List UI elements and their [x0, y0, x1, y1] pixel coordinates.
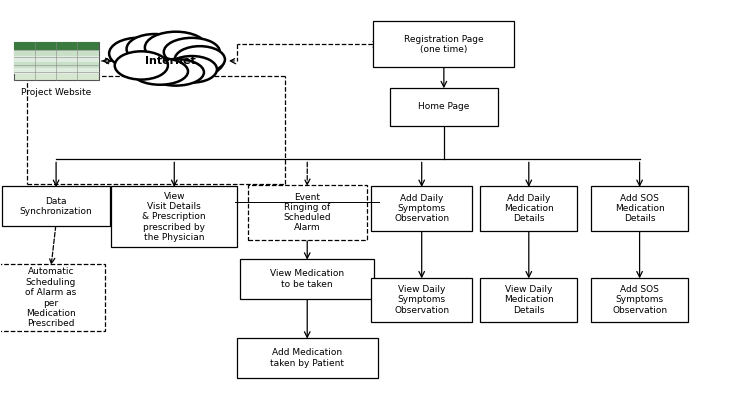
Text: Add Daily
Symptoms
Observation: Add Daily Symptoms Observation: [394, 193, 449, 224]
Text: Add SOS
Medication
Details: Add SOS Medication Details: [615, 193, 665, 224]
Bar: [13, 42, 98, 80]
Ellipse shape: [145, 32, 207, 63]
FancyBboxPatch shape: [2, 186, 110, 226]
Ellipse shape: [166, 56, 217, 83]
Ellipse shape: [175, 46, 225, 73]
Ellipse shape: [146, 38, 199, 63]
Text: Alarm: Alarm: [294, 223, 320, 232]
Bar: [13, 62, 98, 68]
FancyBboxPatch shape: [480, 186, 577, 231]
Ellipse shape: [115, 51, 168, 80]
FancyBboxPatch shape: [480, 278, 577, 322]
Ellipse shape: [118, 40, 223, 82]
FancyBboxPatch shape: [591, 186, 688, 231]
Bar: [13, 50, 98, 56]
Bar: [13, 68, 98, 74]
FancyBboxPatch shape: [371, 186, 472, 231]
Text: Home Page: Home Page: [418, 102, 470, 111]
Ellipse shape: [132, 58, 188, 85]
FancyBboxPatch shape: [248, 186, 367, 240]
Text: Internet: Internet: [145, 56, 196, 66]
Text: Automatic
Scheduling
of Alarm as
per
Medication
Prescribed: Automatic Scheduling of Alarm as per Med…: [25, 267, 76, 328]
Text: View
Visit Details
& Prescription
prescribed by
the Physician: View Visit Details & Prescription prescr…: [143, 191, 206, 242]
Ellipse shape: [148, 59, 204, 85]
Text: Add Medication
taken by Patient: Add Medication taken by Patient: [270, 349, 344, 368]
Text: View Daily
Medication
Details: View Daily Medication Details: [504, 285, 554, 315]
Text: Add SOS
Symptoms
Observation: Add SOS Symptoms Observation: [612, 285, 667, 315]
Bar: [13, 56, 98, 62]
Ellipse shape: [136, 48, 184, 71]
FancyBboxPatch shape: [373, 21, 514, 68]
FancyBboxPatch shape: [591, 278, 688, 322]
FancyBboxPatch shape: [390, 88, 498, 126]
Text: View Medication
to be taken: View Medication to be taken: [270, 269, 344, 289]
Ellipse shape: [142, 57, 190, 80]
FancyBboxPatch shape: [240, 259, 374, 299]
Text: Ringing of: Ringing of: [284, 203, 330, 212]
Text: Data
Synchronization: Data Synchronization: [20, 197, 92, 216]
Text: Registration Page
(one time): Registration Page (one time): [404, 35, 484, 54]
Text: Project Website: Project Website: [21, 88, 91, 97]
Ellipse shape: [161, 49, 204, 70]
Ellipse shape: [155, 43, 203, 66]
Ellipse shape: [109, 38, 168, 69]
Ellipse shape: [139, 39, 198, 66]
Ellipse shape: [151, 57, 199, 80]
FancyBboxPatch shape: [237, 338, 377, 378]
Ellipse shape: [127, 34, 183, 64]
Text: View Daily
Symptoms
Observation: View Daily Symptoms Observation: [394, 285, 449, 315]
FancyBboxPatch shape: [0, 264, 105, 332]
Text: Add Daily
Medication
Details: Add Daily Medication Details: [504, 193, 554, 224]
Bar: [13, 42, 98, 50]
Ellipse shape: [164, 38, 220, 66]
Text: Scheduled: Scheduled: [283, 213, 331, 222]
FancyBboxPatch shape: [111, 186, 238, 247]
Ellipse shape: [118, 40, 223, 82]
FancyBboxPatch shape: [371, 278, 472, 322]
Text: Event: Event: [295, 193, 320, 203]
